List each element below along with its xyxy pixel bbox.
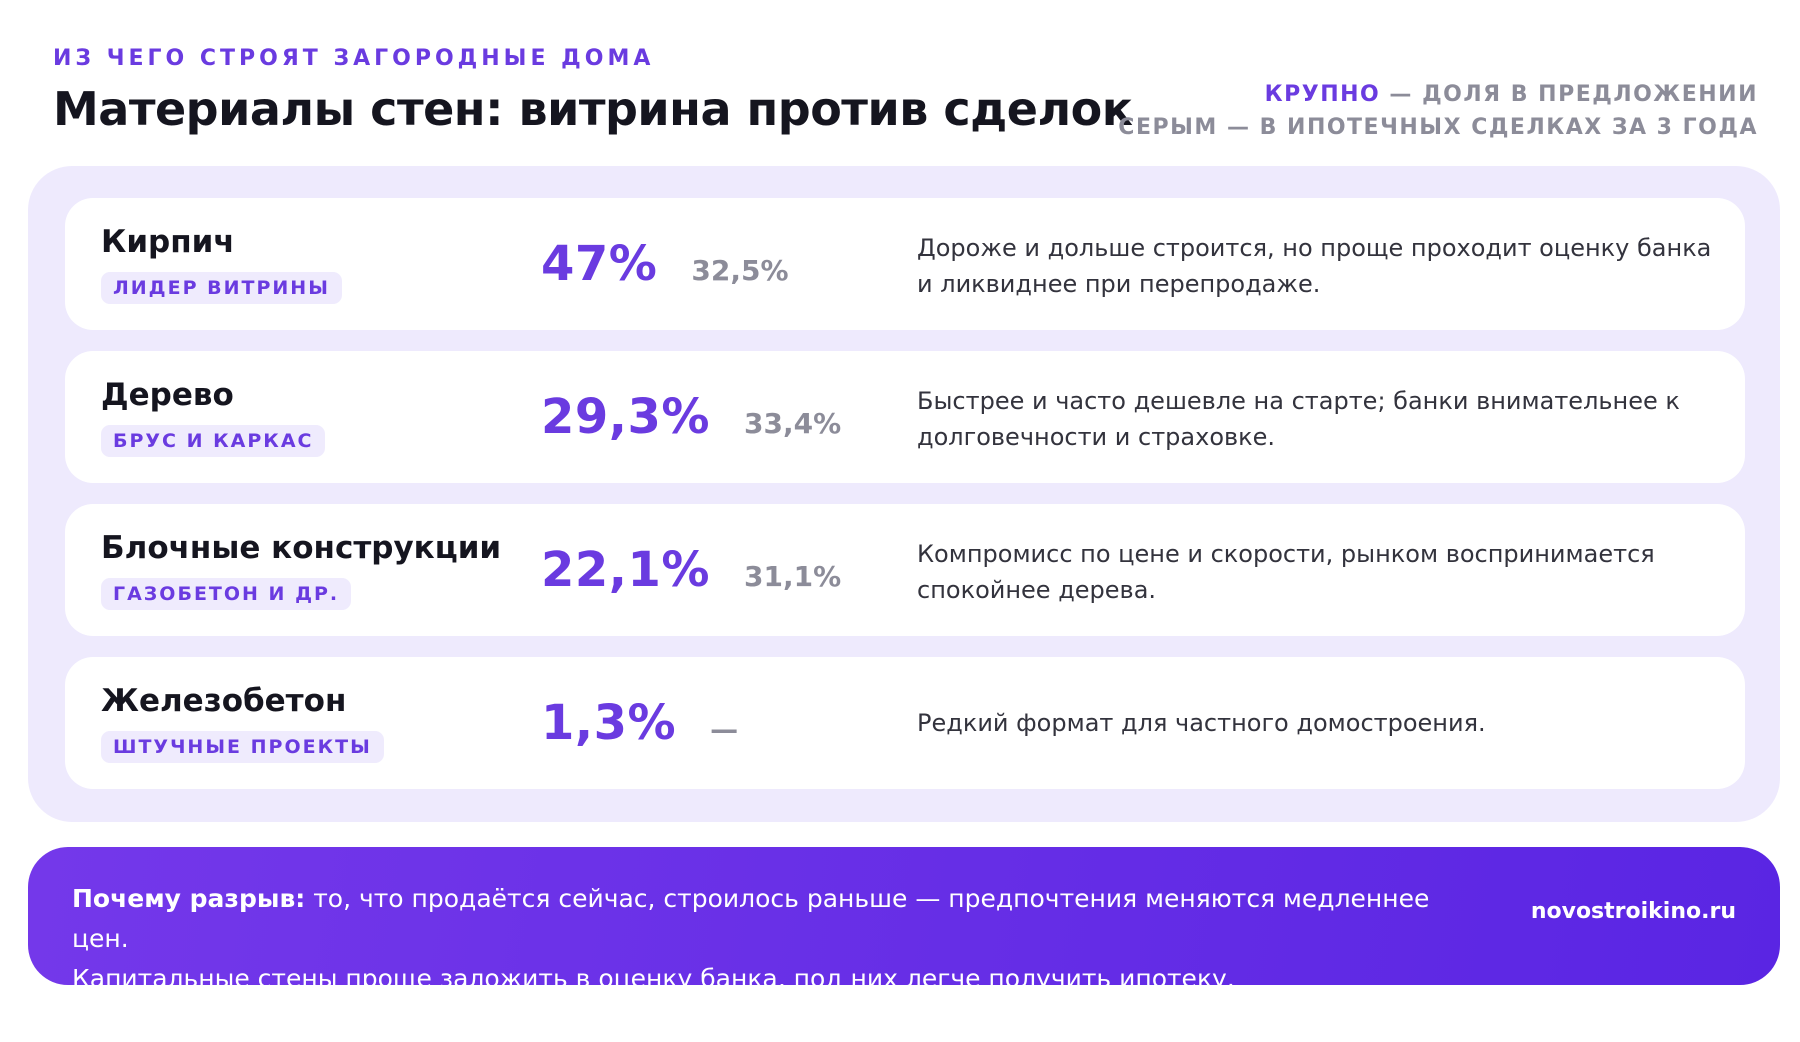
offer-share: 1,3% (541, 695, 677, 751)
material-values: 47% 32,5% (541, 236, 789, 292)
deal-share: 31,1% (744, 560, 842, 593)
footer-banner: Почему разрыв: то, что продаётся сейчас,… (28, 847, 1780, 993)
material-tag: ЛИДЕР ВИТРИНЫ (101, 272, 342, 304)
site-link[interactable]: novostroikino.ru (1530, 899, 1736, 924)
materials-panel: Кирпич ЛИДЕР ВИТРИНЫ 47% 32,5% Дороже и … (28, 166, 1780, 822)
material-values: 1,3% — (541, 695, 738, 751)
deal-share: — (710, 713, 739, 746)
material-values: 29,3% 33,4% (541, 389, 841, 445)
footer-line-2: Капитальные стены проще заложить в оценк… (72, 964, 1235, 993)
material-note: Дороже и дольше строится, но проще прохо… (917, 234, 1712, 298)
material-note: Редкий формат для частного домостроения. (917, 709, 1486, 737)
material-tag: ГАЗОБЕТОН И ДР. (101, 578, 352, 610)
material-note: Компромисс по цене и скорости, рынком во… (917, 540, 1655, 604)
legend-accent: КРУПНО (1264, 82, 1381, 107)
legend-offer-text: — ДОЛЯ В ПРЕДЛОЖЕНИИ (1380, 82, 1758, 107)
material-row: Железобетон ШТУЧНЫЕ ПРОЕКТЫ 1,3% — Редки… (65, 657, 1745, 789)
eyebrow: ИЗ ЧЕГО СТРОЯТ ЗАГОРОДНЫЕ ДОМА (53, 46, 655, 71)
offer-share: 47% (541, 236, 658, 292)
material-values: 22,1% 31,1% (541, 542, 841, 598)
footer-line-1: Почему разрыв: то, что продаётся сейчас,… (72, 879, 1472, 959)
material-row: Дерево БРУС И КАРКАС 29,3% 33,4% Быстрее… (65, 351, 1745, 483)
footer-text: Почему разрыв: то, что продаётся сейчас,… (72, 879, 1472, 999)
material-name: Блочные конструкции (101, 530, 502, 566)
material-row: Блочные конструкции ГАЗОБЕТОН И ДР. 22,1… (65, 504, 1745, 636)
page-title: Материалы стен: витрина против сделок (53, 82, 1133, 136)
material-note: Быстрее и часто дешевле на старте; банки… (917, 387, 1680, 451)
deal-share: 33,4% (744, 407, 842, 440)
material-name: Дерево (101, 377, 234, 413)
legend: КРУПНО — ДОЛЯ В ПРЕДЛОЖЕНИИ СЕРЫМ — В ИП… (1118, 78, 1758, 144)
deal-share: 32,5% (691, 254, 789, 287)
material-tag: ШТУЧНЫЕ ПРОЕКТЫ (101, 731, 384, 763)
legend-line-offer: КРУПНО — ДОЛЯ В ПРЕДЛОЖЕНИИ (1118, 78, 1758, 111)
offer-share: 22,1% (541, 542, 711, 598)
material-name: Кирпич (101, 224, 235, 260)
material-row: Кирпич ЛИДЕР ВИТРИНЫ 47% 32,5% Дороже и … (65, 198, 1745, 330)
footer-lead: Почему разрыв: (72, 884, 306, 913)
legend-line-deals: СЕРЫМ — В ИПОТЕЧНЫХ СДЕЛКАХ ЗА 3 ГОДА (1118, 115, 1758, 140)
offer-share: 29,3% (541, 389, 711, 445)
footer-text-1: то, что продаётся сейчас, строилось рань… (72, 884, 1430, 953)
material-name: Железобетон (101, 683, 347, 719)
material-tag: БРУС И КАРКАС (101, 425, 326, 457)
